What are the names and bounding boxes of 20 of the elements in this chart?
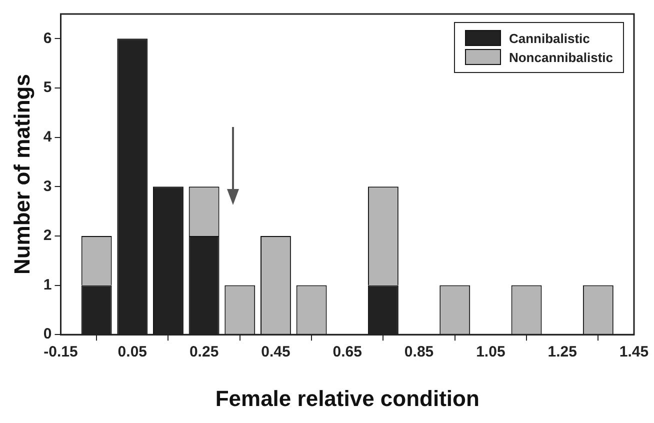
y-tick-label: 2 — [43, 227, 52, 244]
x-axis-title: Female relative condition — [215, 386, 480, 411]
y-tick-label: 0 — [43, 326, 52, 343]
x-tick-label: 1.25 — [548, 344, 577, 361]
legend-label: Noncannibalistic — [508, 50, 613, 64]
y-axis-title: Number of matings — [9, 74, 34, 275]
y-tick-label: 4 — [43, 128, 52, 146]
x-tick-label: -0.15 — [44, 344, 78, 361]
x-tick-label: 0.25 — [189, 344, 219, 361]
y-tick-label: 3 — [43, 178, 52, 195]
x-tick-label: 0.65 — [332, 344, 362, 361]
x-tick-label: 1.05 — [476, 344, 506, 361]
x-tick-label: 0.45 — [261, 344, 290, 361]
x-tick-label: 0.85 — [404, 344, 434, 361]
x-tick-label: 0.05 — [118, 344, 147, 361]
y-tick-label: 6 — [43, 30, 52, 47]
y-tick-label: 5 — [43, 79, 52, 96]
legend-label: Cannibalistic — [508, 30, 590, 46]
x-tick-label: 1.45 — [619, 344, 649, 361]
y-tick-label: 1 — [43, 276, 52, 294]
